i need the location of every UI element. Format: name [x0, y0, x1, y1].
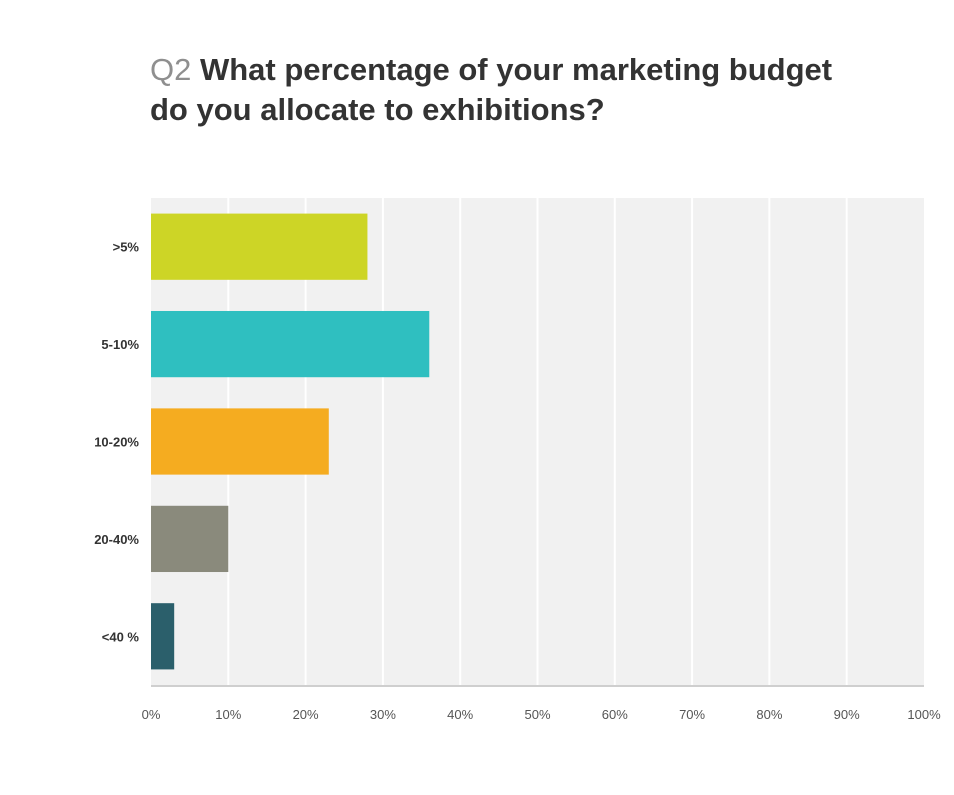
x-tick-label: 60% — [602, 707, 628, 722]
question-number: Q2 — [150, 52, 192, 87]
bar — [151, 505, 229, 573]
x-tick-label: 10% — [215, 707, 241, 722]
bar — [151, 310, 430, 378]
category-label: <40 % — [102, 629, 140, 644]
x-tick-labels: 0% 10% 20% 30% 40% 50% 60% 70% 80% 90% 100% — [142, 707, 941, 722]
category-label: 20-40% — [94, 532, 139, 547]
x-tick-label: 40% — [447, 707, 473, 722]
category-label: >5% — [113, 240, 140, 255]
x-tick-label: 30% — [370, 707, 396, 722]
bars — [151, 213, 430, 670]
bar — [151, 603, 175, 670]
x-tick-label: 90% — [834, 707, 860, 722]
bar — [151, 408, 329, 475]
x-tick-label: 70% — [679, 707, 705, 722]
bar — [151, 213, 368, 280]
chart-title: Q2 What percentage of your marketing bud… — [150, 50, 850, 130]
x-tick-label: 20% — [293, 707, 319, 722]
x-tick-label: 100% — [907, 707, 941, 722]
x-tick-label: 80% — [756, 707, 782, 722]
category-label: 5-10% — [101, 337, 139, 352]
x-tick-label: 0% — [142, 707, 161, 722]
question-text: What percentage of your marketing budget… — [150, 52, 833, 127]
category-labels: >5% 5-10% 10-20% 20-40% <40 % — [94, 240, 139, 645]
category-label: 10-20% — [94, 435, 139, 450]
x-tick-label: 50% — [524, 707, 550, 722]
